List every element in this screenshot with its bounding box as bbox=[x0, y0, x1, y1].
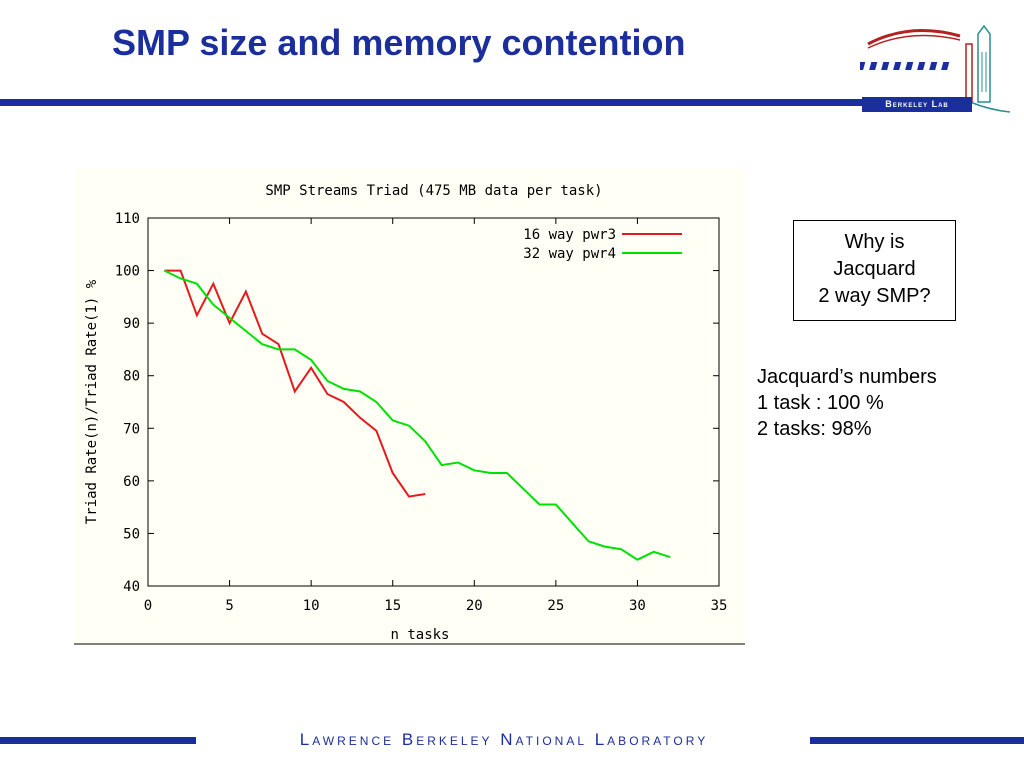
x-tick-label: 10 bbox=[303, 598, 320, 614]
jacquard-notes: Jacquard’s numbers 1 task : 100 % 2 task… bbox=[757, 364, 937, 442]
callout-line: Why is bbox=[844, 231, 905, 253]
x-tick-label: 20 bbox=[466, 598, 483, 614]
legend-label: 16 way pwr3 bbox=[523, 227, 616, 243]
series-line-pwr3 bbox=[164, 269, 426, 498]
notes-line: 1 task : 100 % bbox=[757, 392, 884, 414]
berkeley-lab-badge: Berkeley Lab bbox=[862, 97, 972, 112]
slide-title: SMP size and memory contention bbox=[112, 22, 686, 63]
plot-frame bbox=[147, 217, 720, 587]
y-tick-label: 50 bbox=[123, 526, 140, 542]
chart-title: SMP Streams Triad (475 MB data per task) bbox=[265, 183, 602, 199]
footer-rule-right bbox=[810, 737, 1024, 744]
y-tick-label: 40 bbox=[123, 579, 140, 595]
series-line-pwr4 bbox=[163, 269, 671, 561]
triad-chart: SMP Streams Triad (475 MB data per task)… bbox=[74, 168, 745, 645]
y-tick-label: 80 bbox=[123, 369, 140, 385]
x-tick-label: 5 bbox=[225, 598, 233, 614]
y-axis-label: Triad Rate(n)/Triad Rate(1) % bbox=[84, 279, 100, 524]
y-tick-label: 70 bbox=[123, 421, 140, 437]
y-tick-label: 110 bbox=[115, 211, 140, 227]
x-axis-label: n tasks bbox=[390, 627, 449, 643]
legend-label: 32 way pwr4 bbox=[523, 246, 616, 262]
why-jacquard-callout: Why is Jacquard 2 way SMP? bbox=[793, 220, 956, 321]
axis-ticks: 0 5 10 15 20 25 30 35 40 50 60 70 80 90 100 110 bbox=[115, 211, 728, 614]
chart-legend: 16 way pwr3 32 way pwr4 bbox=[523, 227, 682, 262]
footer-rule-left bbox=[0, 737, 196, 744]
notes-line: 2 tasks: 98% bbox=[757, 418, 872, 440]
callout-line: 2 way SMP? bbox=[818, 285, 931, 307]
x-tick-label: 35 bbox=[711, 598, 728, 614]
series-lines bbox=[163, 269, 671, 561]
x-tick-label: 0 bbox=[144, 598, 152, 614]
x-tick-label: 15 bbox=[384, 598, 401, 614]
plot-background bbox=[74, 168, 745, 645]
x-tick-label: 25 bbox=[547, 598, 564, 614]
notes-heading: Jacquard’s numbers bbox=[757, 366, 937, 388]
title-rule bbox=[0, 99, 862, 106]
berkeley-lab-logo bbox=[860, 24, 1010, 113]
callout-line: Jacquard bbox=[833, 258, 916, 280]
x-tick-label: 30 bbox=[629, 598, 646, 614]
y-tick-label: 60 bbox=[123, 474, 140, 490]
footer-lab-name: Lawrence Berkeley National Laboratory bbox=[299, 730, 709, 749]
y-tick-label: 90 bbox=[123, 316, 140, 332]
y-tick-label: 100 bbox=[115, 264, 140, 280]
